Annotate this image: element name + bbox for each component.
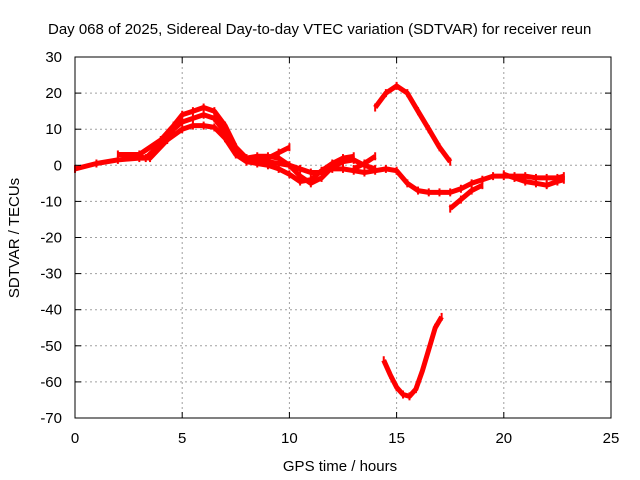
x-axis-label: GPS time / hours bbox=[283, 458, 397, 475]
series-line-arc-upper bbox=[373, 83, 453, 164]
y-tick-label: 20 bbox=[45, 85, 62, 102]
y-tick-label: 0 bbox=[54, 157, 62, 174]
y-tick-label: 30 bbox=[45, 49, 62, 66]
y-tick-label: 10 bbox=[45, 121, 62, 138]
x-tick-label: 0 bbox=[71, 430, 79, 447]
y-axis-label: SDTVAR / TECUs bbox=[6, 178, 23, 298]
axes: 0 5 10 15 20 25 -70 -60 -50 -40 -30 -20 -10 0 10 20 30 bbox=[40, 49, 619, 447]
x-tick-label: 10 bbox=[281, 430, 298, 447]
x-tick-label: 25 bbox=[603, 430, 620, 447]
x-tick-label: 5 bbox=[178, 430, 186, 447]
x-tick-label: 20 bbox=[495, 430, 512, 447]
chart-title: Day 068 of 2025, Sidereal Day-to-day VTE… bbox=[48, 21, 591, 38]
series-line-segment-9-10 bbox=[256, 145, 291, 165]
series-line-arc-lower bbox=[381, 315, 444, 399]
y-tick-label: -70 bbox=[40, 410, 62, 427]
series-line-main-band-a bbox=[74, 112, 565, 195]
y-tick-label: -60 bbox=[40, 374, 62, 391]
series-line-segment-17-19 bbox=[448, 182, 484, 211]
y-tick-label: -40 bbox=[40, 302, 62, 319]
data-layer bbox=[74, 81, 565, 401]
y-tick-label: -10 bbox=[40, 193, 62, 210]
x-tick-label: 15 bbox=[388, 430, 405, 447]
y-tick-label: -30 bbox=[40, 266, 62, 283]
y-tick-label: -20 bbox=[40, 230, 62, 247]
y-tick-label: -50 bbox=[40, 338, 62, 355]
grid bbox=[75, 57, 611, 418]
series-line-main-band-c bbox=[128, 123, 355, 184]
